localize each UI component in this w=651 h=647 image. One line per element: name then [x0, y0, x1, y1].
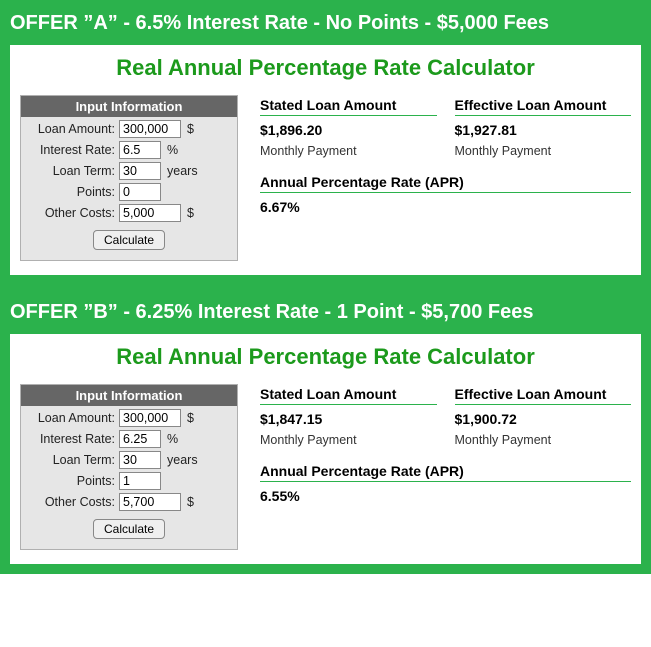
offer-a-body: Input Information Loan Amount: $ Interes…	[20, 95, 631, 261]
offer-a-results: Stated Loan Amount $1,896.20 Monthly Pay…	[260, 95, 631, 215]
unit-percent: %	[161, 143, 178, 157]
input-interest-rate[interactable]	[119, 141, 161, 159]
label-points: Points:	[27, 185, 119, 199]
input-points[interactable]	[119, 472, 161, 490]
effective-payment-value: $1,900.72	[455, 411, 632, 427]
row-points: Points:	[21, 469, 237, 490]
stated-monthly-label: Monthly Payment	[260, 144, 437, 158]
unit-dollar: $	[181, 122, 194, 136]
apr-head: Annual Percentage Rate (APR)	[260, 174, 631, 193]
calculator-title: Real Annual Percentage Rate Calculator	[20, 55, 631, 81]
row-loan-term: Loan Term: years	[21, 448, 237, 469]
input-information-header: Input Information	[21, 96, 237, 117]
effective-monthly-label: Monthly Payment	[455, 144, 632, 158]
stated-column: Stated Loan Amount $1,896.20 Monthly Pay…	[260, 97, 437, 158]
input-loan-term[interactable]	[119, 162, 161, 180]
calculator-title: Real Annual Percentage Rate Calculator	[20, 344, 631, 370]
apr-head: Annual Percentage Rate (APR)	[260, 463, 631, 482]
input-other-costs[interactable]	[119, 493, 181, 511]
input-loan-amount[interactable]	[119, 120, 181, 138]
row-points: Points:	[21, 180, 237, 201]
input-interest-rate[interactable]	[119, 430, 161, 448]
input-points[interactable]	[119, 183, 161, 201]
row-other-costs: Other Costs: $	[21, 201, 237, 222]
stated-loan-amount-head: Stated Loan Amount	[260, 97, 437, 116]
calculate-row: Calculate	[21, 230, 237, 250]
stated-loan-amount-head: Stated Loan Amount	[260, 386, 437, 405]
label-loan-amount: Loan Amount:	[27, 411, 119, 425]
input-loan-term[interactable]	[119, 451, 161, 469]
stated-column: Stated Loan Amount $1,847.15 Monthly Pay…	[260, 386, 437, 447]
label-loan-amount: Loan Amount:	[27, 122, 119, 136]
offer-a-panel: Real Annual Percentage Rate Calculator I…	[10, 45, 641, 275]
row-loan-amount: Loan Amount: $	[21, 406, 237, 427]
offer-b-results: Stated Loan Amount $1,847.15 Monthly Pay…	[260, 384, 631, 504]
offer-a-input-box: Input Information Loan Amount: $ Interes…	[20, 95, 238, 261]
offer-b-header: OFFER ”B” - 6.25% Interest Rate - 1 Poin…	[0, 285, 651, 334]
calculate-row: Calculate	[21, 519, 237, 539]
row-loan-amount: Loan Amount: $	[21, 117, 237, 138]
unit-dollar: $	[181, 495, 194, 509]
label-other-costs: Other Costs:	[27, 206, 119, 220]
row-interest-rate: Interest Rate: %	[21, 427, 237, 448]
apr-value: 6.55%	[260, 488, 631, 504]
calculate-button[interactable]: Calculate	[93, 519, 165, 539]
label-points: Points:	[27, 474, 119, 488]
effective-column: Effective Loan Amount $1,900.72 Monthly …	[455, 386, 632, 447]
label-interest-rate: Interest Rate:	[27, 432, 119, 446]
unit-years: years	[161, 164, 198, 178]
effective-payment-value: $1,927.81	[455, 122, 632, 138]
unit-dollar: $	[181, 206, 194, 220]
calculate-button[interactable]: Calculate	[93, 230, 165, 250]
offer-b-input-box: Input Information Loan Amount: $ Interes…	[20, 384, 238, 550]
stated-monthly-label: Monthly Payment	[260, 433, 437, 447]
offer-b-body: Input Information Loan Amount: $ Interes…	[20, 384, 631, 550]
label-interest-rate: Interest Rate:	[27, 143, 119, 157]
results-columns: Stated Loan Amount $1,896.20 Monthly Pay…	[260, 97, 631, 158]
row-other-costs: Other Costs: $	[21, 490, 237, 511]
stated-payment-value: $1,896.20	[260, 122, 437, 138]
input-other-costs[interactable]	[119, 204, 181, 222]
unit-years: years	[161, 453, 198, 467]
input-loan-amount[interactable]	[119, 409, 181, 427]
offer-b-panel: Real Annual Percentage Rate Calculator I…	[10, 334, 641, 564]
effective-column: Effective Loan Amount $1,927.81 Monthly …	[455, 97, 632, 158]
unit-dollar: $	[181, 411, 194, 425]
input-information-header: Input Information	[21, 385, 237, 406]
effective-monthly-label: Monthly Payment	[455, 433, 632, 447]
unit-percent: %	[161, 432, 178, 446]
label-loan-term: Loan Term:	[27, 453, 119, 467]
row-loan-term: Loan Term: years	[21, 159, 237, 180]
stated-payment-value: $1,847.15	[260, 411, 437, 427]
apr-value: 6.67%	[260, 199, 631, 215]
results-columns: Stated Loan Amount $1,847.15 Monthly Pay…	[260, 386, 631, 447]
effective-loan-amount-head: Effective Loan Amount	[455, 97, 632, 116]
label-other-costs: Other Costs:	[27, 495, 119, 509]
label-loan-term: Loan Term:	[27, 164, 119, 178]
effective-loan-amount-head: Effective Loan Amount	[455, 386, 632, 405]
offer-a-header: OFFER ”A” - 6.5% Interest Rate - No Poin…	[0, 0, 651, 45]
offer-b-frame: Real Annual Percentage Rate Calculator I…	[0, 334, 651, 574]
row-interest-rate: Interest Rate: %	[21, 138, 237, 159]
offer-a-frame: Real Annual Percentage Rate Calculator I…	[0, 45, 651, 285]
